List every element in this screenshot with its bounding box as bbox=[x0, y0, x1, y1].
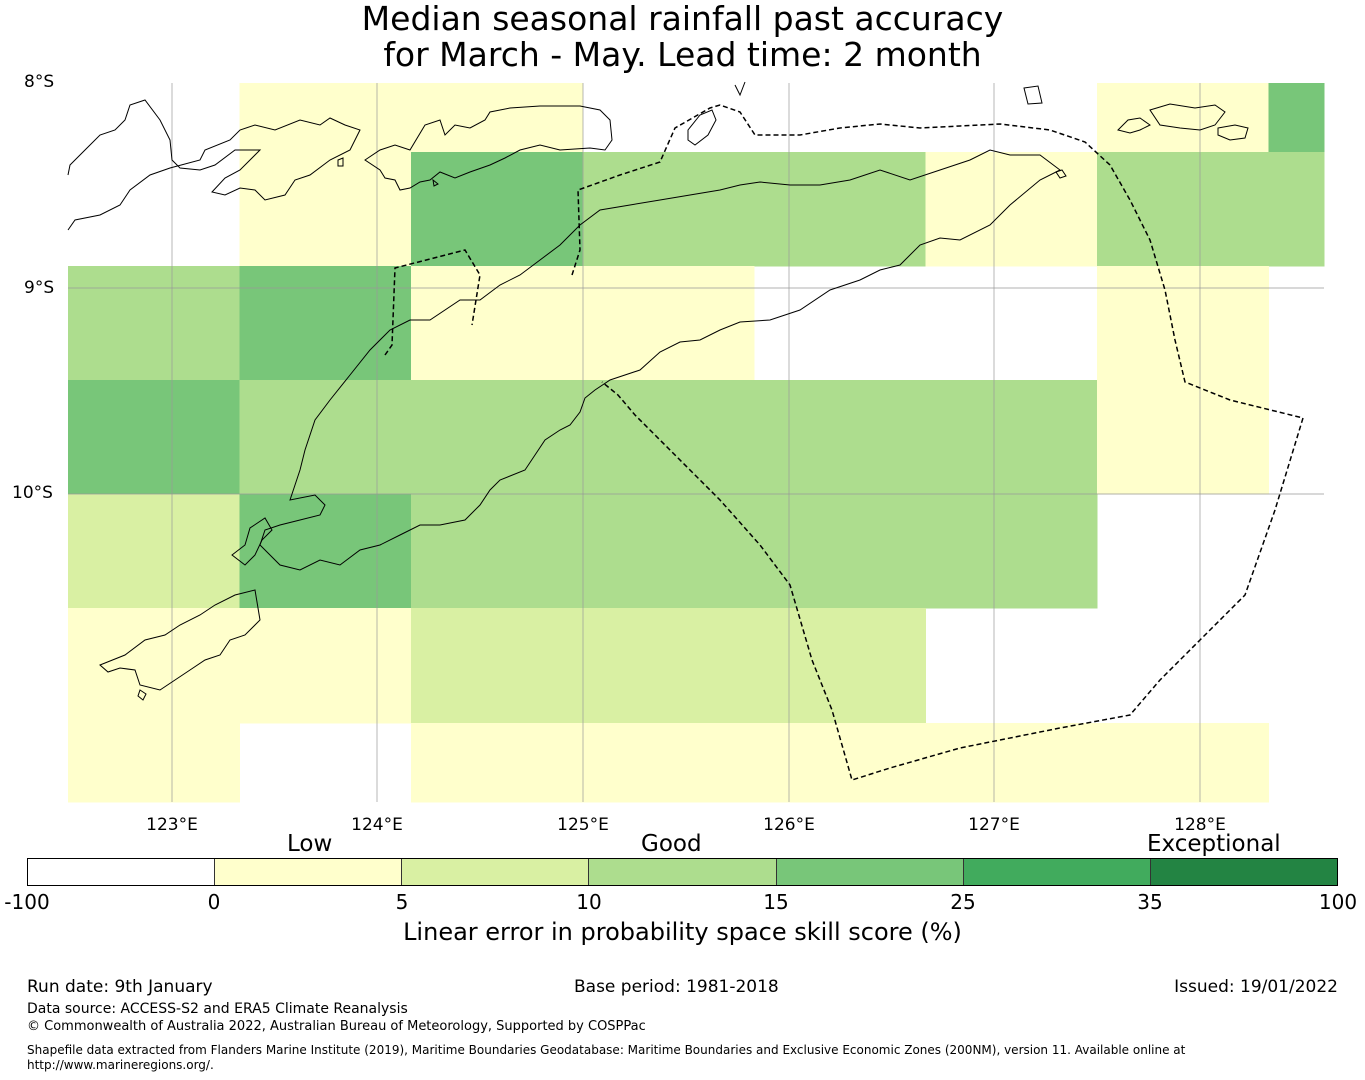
coastline-wetar bbox=[1149, 103, 1226, 131]
coastline-flores-east bbox=[67, 99, 361, 231]
lon-label-127e: 127°E bbox=[968, 815, 1020, 835]
skill-cell bbox=[582, 380, 755, 495]
coastline-jaco bbox=[1055, 169, 1067, 179]
skill-cell bbox=[754, 494, 926, 609]
eez-boundary-timor-leste bbox=[571, 104, 1304, 781]
skill-cell bbox=[239, 152, 412, 267]
skill-cell bbox=[1097, 266, 1269, 381]
skill-cell bbox=[925, 380, 1098, 495]
lon-label-123e: 123°E bbox=[146, 815, 198, 835]
eez-boundaries bbox=[384, 104, 1304, 781]
copyright-notice: © Commonwealth of Australia 2022, Austra… bbox=[27, 1019, 646, 1034]
skill-cell bbox=[411, 723, 583, 803]
coastline-semau bbox=[231, 517, 273, 566]
issued-date: Issued: 19/01/2022 bbox=[1174, 977, 1338, 997]
skill-cell bbox=[239, 266, 412, 381]
skill-cell bbox=[754, 608, 926, 724]
skill-cell bbox=[411, 83, 583, 153]
skill-cell bbox=[754, 723, 926, 803]
colorbar-tick: 15 bbox=[763, 890, 789, 914]
skill-cell bbox=[925, 494, 1098, 609]
colorbar-segment bbox=[776, 859, 964, 885]
colorbar-segment bbox=[1150, 859, 1337, 885]
map-panel bbox=[67, 81, 1325, 803]
coastline-solor-islet bbox=[337, 157, 344, 167]
skill-cell bbox=[754, 152, 926, 267]
skill-cell bbox=[1268, 83, 1325, 153]
skill-cell bbox=[411, 380, 583, 495]
coastline-adonara bbox=[364, 105, 613, 191]
skill-cell bbox=[1268, 152, 1325, 267]
coastline-alor-islet bbox=[432, 178, 439, 187]
skill-cell bbox=[68, 723, 240, 803]
lon-label-124e: 124°E bbox=[351, 815, 403, 835]
colorbar-segment bbox=[402, 859, 590, 885]
colorbar-tick: 5 bbox=[395, 890, 409, 914]
coastline-reong bbox=[1217, 124, 1249, 141]
skill-cell bbox=[582, 494, 755, 609]
colorbar-tick: 25 bbox=[950, 890, 976, 914]
skill-cell bbox=[754, 380, 926, 495]
lon-label-128e: 128°E bbox=[1174, 815, 1226, 835]
colorbar-label: Linear error in probability space skill … bbox=[403, 918, 962, 946]
skill-cell bbox=[68, 608, 240, 724]
shapefile-credit: Shapefile data extracted from Flanders M… bbox=[27, 1043, 1186, 1072]
colorbar-segment bbox=[589, 859, 777, 885]
colorbar-segment bbox=[215, 859, 403, 885]
coastline-liran bbox=[1117, 117, 1151, 134]
skill-cell bbox=[1097, 380, 1269, 495]
lat-label-10s: 10°S bbox=[12, 483, 53, 503]
run-date: Run date: 9th January bbox=[27, 977, 213, 997]
skill-cell bbox=[68, 380, 240, 495]
colorbar-segment bbox=[28, 859, 216, 885]
data-source: Data source: ACCESS-S2 and ERA5 Climate … bbox=[27, 1001, 408, 1017]
skill-cell bbox=[925, 723, 1098, 803]
colorbar-segment bbox=[963, 859, 1151, 885]
skill-cell bbox=[411, 152, 583, 267]
coastline-wetar-islet bbox=[1023, 85, 1043, 105]
skill-grid bbox=[68, 83, 1325, 803]
skill-cell bbox=[1097, 152, 1269, 267]
lat-label-9s: 9°S bbox=[24, 278, 55, 298]
lat-label-8s: 8°S bbox=[24, 72, 55, 92]
lon-label-126e: 126°E bbox=[763, 815, 815, 835]
base-period: Base period: 1981-2018 bbox=[574, 977, 779, 997]
lon-label-125e: 125°E bbox=[557, 815, 609, 835]
coastline-rote bbox=[99, 589, 261, 691]
chart-title-line-1: Median seasonal rainfall past accuracy bbox=[361, 0, 1004, 38]
skill-cell bbox=[582, 152, 755, 267]
skill-cell bbox=[925, 152, 1098, 267]
coastline-ndao bbox=[137, 689, 147, 701]
skill-cell bbox=[68, 266, 240, 381]
eez-boundary-oecusse bbox=[384, 249, 481, 356]
chart-title-line-2: for March - May. Lead time: 2 month bbox=[383, 35, 982, 74]
skill-cell bbox=[582, 723, 755, 803]
skill-cell bbox=[1097, 83, 1269, 153]
skill-cell bbox=[582, 266, 755, 381]
colorbar-tick: 0 bbox=[207, 890, 221, 914]
colorbar-tick: 100 bbox=[1318, 890, 1358, 914]
skill-cell bbox=[582, 608, 755, 724]
coastline-atauro bbox=[687, 109, 717, 146]
coastlines bbox=[67, 81, 1249, 701]
colorbar bbox=[27, 858, 1338, 886]
skill-cell bbox=[1097, 723, 1269, 803]
colorbar-tick: 10 bbox=[576, 890, 602, 914]
colorbar-tick: -100 bbox=[4, 890, 50, 914]
legend-category-exceptional: Exceptional bbox=[1147, 831, 1281, 857]
skill-cell bbox=[411, 608, 583, 724]
skill-cell bbox=[411, 494, 583, 609]
skill-cell bbox=[411, 266, 583, 381]
legend-category-good: Good bbox=[641, 831, 702, 857]
skill-cell bbox=[239, 380, 412, 495]
colorbar-tick: 35 bbox=[1137, 890, 1163, 914]
coastline-wetar-west bbox=[734, 81, 746, 97]
legend-category-low: Low bbox=[287, 831, 333, 857]
skill-cell bbox=[68, 494, 240, 609]
coastline-timor bbox=[259, 149, 1061, 571]
skill-cell bbox=[239, 494, 412, 609]
skill-cell bbox=[239, 608, 412, 724]
skill-cell bbox=[239, 83, 412, 153]
